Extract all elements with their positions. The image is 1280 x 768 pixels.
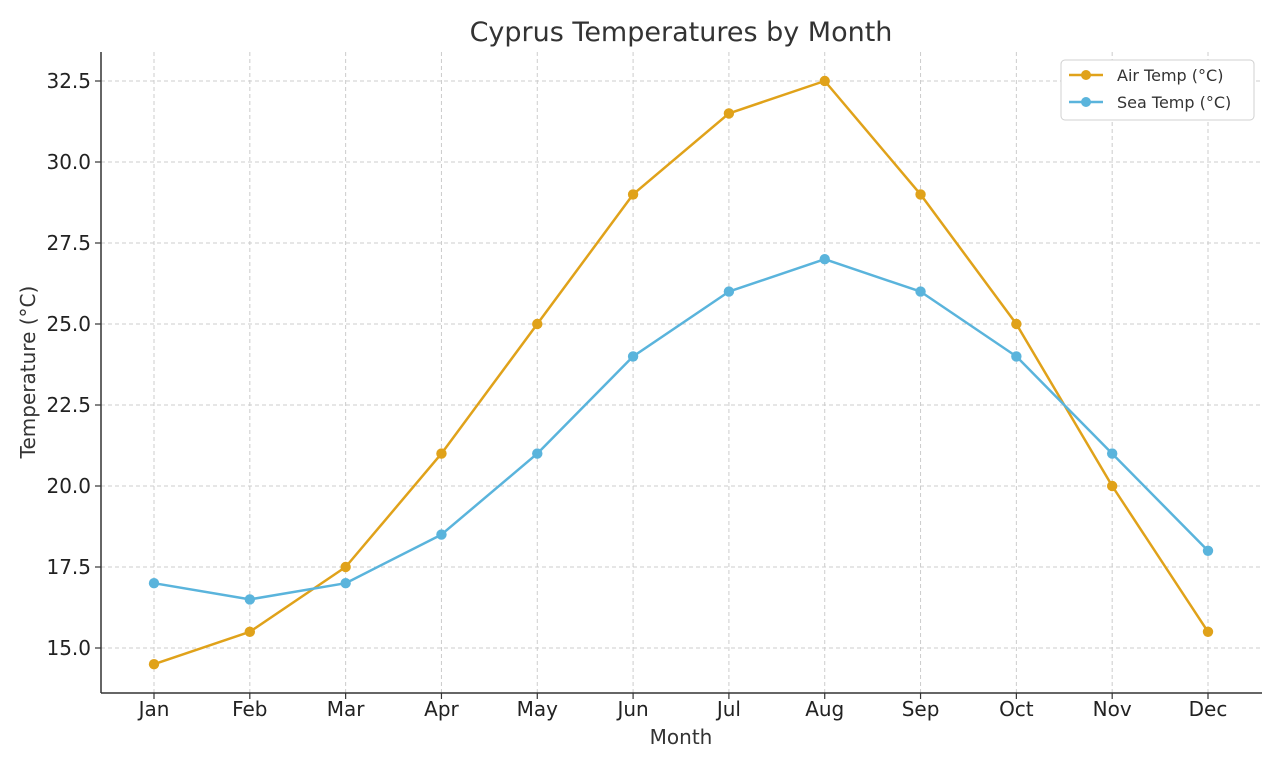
x-tick-label: Dec	[1189, 697, 1228, 721]
data-point	[819, 75, 830, 87]
x-tick-labels: Jan Feb Mar Apr May Jun Jul Aug Sep Oct Nov Dec	[137, 693, 1228, 721]
y-tick-labels: 15.0 17.5 20.0 22.5 25.0 27.5 30.0 32.5	[46, 69, 101, 660]
data-point	[915, 189, 926, 200]
data-point	[340, 578, 351, 589]
data-point	[915, 286, 926, 297]
x-tick-label: Feb	[232, 697, 267, 721]
y-tick-label: 20.0	[46, 474, 91, 498]
data-point	[1106, 480, 1118, 492]
data-point	[723, 286, 735, 297]
series-layer	[148, 75, 1214, 670]
data-point	[148, 659, 160, 670]
x-tick-label: Sep	[902, 697, 940, 721]
axes	[100, 52, 1262, 694]
data-point	[1011, 351, 1022, 362]
series-group	[148, 254, 1214, 605]
legend: Air Temp (°C) Sea Temp (°C)	[1060, 59, 1255, 121]
series-line	[152, 79, 1210, 666]
series-line	[152, 257, 1210, 601]
y-axis-label: Temperature (°C)	[16, 286, 40, 460]
x-tick-label: Jun	[615, 697, 648, 721]
x-axis-label: Month	[650, 725, 713, 749]
data-point	[436, 448, 447, 459]
legend-box	[1060, 59, 1255, 121]
y-tick-label: 27.5	[46, 231, 91, 255]
x-tick-label: Oct	[999, 697, 1034, 721]
legend-marker	[1081, 70, 1091, 80]
data-point	[1202, 545, 1214, 556]
x-tick-label: Apr	[424, 697, 459, 721]
data-point	[723, 108, 735, 119]
y-tick-label: 15.0	[46, 636, 91, 660]
data-point	[627, 189, 639, 200]
legend-label: Sea Temp (°C)	[1117, 93, 1231, 112]
y-tick-label: 25.0	[46, 312, 91, 336]
x-tick-label: Jul	[715, 697, 741, 721]
x-tick-label: Aug	[805, 697, 844, 721]
chart-title: Cyprus Temperatures by Month	[470, 17, 893, 48]
data-point	[627, 351, 639, 362]
x-tick-label: Jan	[137, 697, 170, 721]
x-tick-label: May	[517, 697, 559, 721]
legend-marker	[1081, 97, 1091, 107]
data-point	[436, 529, 447, 540]
data-point	[244, 626, 256, 637]
y-tick-label: 32.5	[46, 69, 91, 93]
grid	[101, 52, 1262, 693]
y-tick-label: 22.5	[46, 393, 91, 417]
data-point	[148, 578, 160, 589]
data-point	[340, 561, 351, 573]
data-point	[532, 318, 543, 330]
data-point	[1202, 626, 1214, 637]
data-point	[1106, 448, 1118, 459]
y-tick-label: 30.0	[46, 150, 91, 174]
x-tick-label: Mar	[327, 697, 366, 721]
y-tick-label: 17.5	[46, 555, 91, 579]
series-group	[148, 75, 1214, 670]
data-point	[532, 448, 543, 459]
legend-label: Air Temp (°C)	[1117, 66, 1223, 85]
data-point	[819, 254, 830, 265]
x-tick-label: Nov	[1093, 697, 1132, 721]
data-point	[1011, 318, 1022, 330]
data-point	[244, 594, 256, 605]
